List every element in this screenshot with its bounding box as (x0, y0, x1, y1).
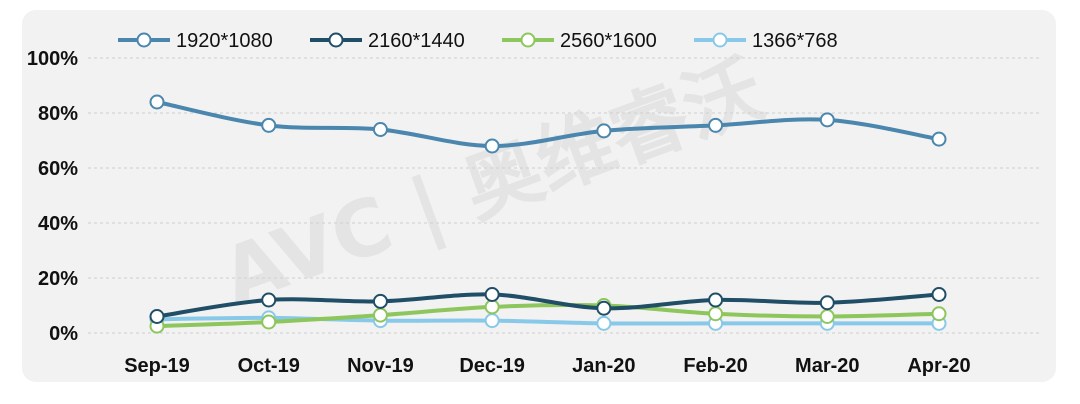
data-point (261, 292, 277, 308)
series-2560*1600 (149, 298, 947, 334)
x-tick-label: Nov-19 (347, 355, 414, 377)
legend-swatch-marker (136, 32, 152, 48)
series-2160*1440 (149, 287, 947, 324)
x-tick-label: Sep-19 (124, 355, 190, 377)
data-point (261, 314, 277, 330)
series-lines (149, 94, 947, 334)
series-line (155, 315, 941, 326)
data-point (708, 292, 724, 308)
data-point (484, 313, 500, 329)
data-point (372, 122, 388, 137)
data-point (931, 131, 947, 147)
data-point (819, 112, 835, 128)
legend-item: 2160*1440 (310, 30, 465, 52)
y-axis-ticks: 0% 20% 40% 60% 80% 100% (27, 48, 78, 345)
x-tick-label: Oct-19 (238, 355, 300, 377)
x-tick-label: Jan-20 (572, 355, 635, 377)
data-point (931, 287, 947, 302)
series-1920*1080 (149, 94, 947, 154)
x-axis-ticks: Sep-19 Oct-19 Nov-19 Dec-19 Jan-20 Feb-20 Mar-… (124, 355, 970, 377)
grid-lines (88, 57, 1040, 334)
legend-label: 1920*1080 (176, 30, 273, 52)
y-tick-label: 0% (49, 323, 78, 345)
data-point (708, 117, 724, 133)
y-tick-label: 40% (38, 213, 78, 235)
data-point (819, 295, 835, 311)
series-line (155, 292, 941, 319)
legend-label: 2160*1440 (368, 30, 465, 52)
x-tick-label: Feb-20 (683, 355, 747, 377)
legend-swatch-marker (328, 32, 344, 48)
data-point (484, 138, 500, 154)
legend-swatch-marker (520, 32, 536, 48)
data-point (484, 299, 500, 315)
data-point (261, 117, 277, 133)
data-point (149, 94, 165, 110)
x-tick-label: Dec-19 (459, 355, 525, 377)
y-tick-label: 80% (38, 103, 78, 125)
data-point (596, 123, 612, 139)
series-line (155, 302, 941, 329)
legend-item: 1920*1080 (118, 30, 273, 52)
data-point (931, 306, 947, 322)
data-point (708, 306, 724, 322)
data-point (596, 300, 612, 316)
legend-item: 1366*768 (694, 30, 838, 52)
data-point (596, 315, 612, 331)
legend-item: 2560*1600 (502, 30, 657, 52)
y-tick-label: 20% (38, 268, 78, 290)
y-tick-label: 100% (27, 48, 78, 70)
series-line (155, 100, 941, 149)
data-point (149, 309, 165, 324)
legend: 1920*1080 2160*1440 2560*1600 1366*768 (118, 30, 838, 52)
watermark: AVC | 奥维睿沃 (211, 44, 775, 323)
data-point (484, 287, 500, 302)
y-tick-label: 60% (38, 158, 78, 180)
x-tick-label: Apr-20 (907, 355, 970, 377)
x-tick-label: Mar-20 (795, 355, 859, 377)
data-point (372, 307, 388, 323)
legend-label: 2560*1600 (560, 30, 657, 52)
legend-label: 1366*768 (752, 30, 838, 52)
data-point (372, 293, 388, 309)
legend-swatch-marker (712, 32, 728, 48)
data-point (819, 309, 835, 324)
